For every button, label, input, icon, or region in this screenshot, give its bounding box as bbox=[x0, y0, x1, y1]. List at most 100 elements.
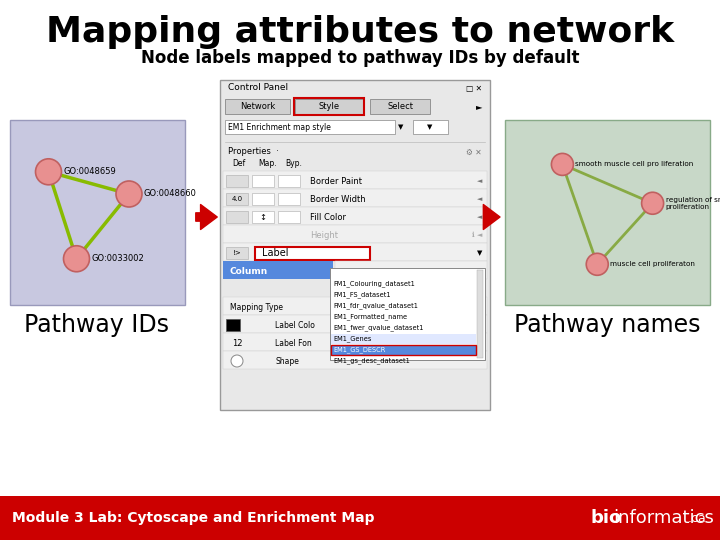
Bar bbox=[223, 189, 487, 207]
Bar bbox=[223, 333, 487, 351]
Bar bbox=[223, 297, 487, 315]
Text: FM1_Colouring_dataset1: FM1_Colouring_dataset1 bbox=[333, 280, 415, 287]
Text: ►: ► bbox=[475, 102, 482, 111]
Text: Pathway names: Pathway names bbox=[514, 313, 701, 337]
Text: ÷: ÷ bbox=[475, 267, 482, 275]
Text: Border Paint: Border Paint bbox=[310, 177, 362, 186]
Text: Label Colo: Label Colo bbox=[275, 321, 315, 329]
Text: 12: 12 bbox=[232, 339, 243, 348]
Bar bbox=[10, 120, 185, 305]
Bar bbox=[220, 80, 490, 410]
Text: Properties  ·: Properties · bbox=[228, 147, 279, 157]
Circle shape bbox=[35, 159, 61, 185]
Bar bbox=[278, 193, 300, 205]
Text: EM1_fwer_qvalue_dataset1: EM1_fwer_qvalue_dataset1 bbox=[333, 324, 423, 331]
Text: Network: Network bbox=[240, 102, 275, 111]
Bar bbox=[331, 345, 476, 355]
Bar bbox=[505, 120, 710, 305]
Bar bbox=[331, 334, 476, 344]
Bar bbox=[278, 175, 300, 187]
Bar bbox=[295, 99, 363, 114]
Bar bbox=[252, 211, 274, 223]
Bar bbox=[226, 211, 248, 223]
Bar bbox=[252, 175, 274, 187]
Text: Control Panel: Control Panel bbox=[228, 84, 288, 92]
Text: FM1_fdr_qvalue_dataset1: FM1_fdr_qvalue_dataset1 bbox=[333, 302, 418, 309]
Text: GO:0033002: GO:0033002 bbox=[91, 254, 144, 263]
Text: ▼: ▼ bbox=[477, 250, 482, 256]
Text: ◄: ◄ bbox=[477, 178, 482, 184]
Bar bbox=[255, 247, 370, 260]
Text: ◄: ◄ bbox=[477, 232, 482, 238]
Text: EM1 Enrichment map style: EM1 Enrichment map style bbox=[228, 123, 331, 132]
Bar bbox=[225, 99, 290, 114]
Text: ⚙ ✕: ⚙ ✕ bbox=[467, 147, 482, 157]
Text: Module 3 Lab: Cytoscape and Enrichment Map: Module 3 Lab: Cytoscape and Enrichment M… bbox=[12, 511, 374, 525]
Bar bbox=[226, 247, 248, 259]
Text: □ ✕: □ ✕ bbox=[466, 84, 482, 92]
Bar bbox=[278, 211, 300, 223]
Bar bbox=[226, 319, 240, 331]
Bar bbox=[226, 175, 248, 187]
Text: Column: Column bbox=[230, 267, 269, 275]
Text: GO:0048659: GO:0048659 bbox=[63, 167, 116, 176]
Text: Select: Select bbox=[387, 102, 413, 111]
Text: EM1_Genes: EM1_Genes bbox=[333, 335, 372, 342]
FancyArrowPatch shape bbox=[196, 205, 217, 230]
Bar bbox=[252, 193, 274, 205]
Text: Height: Height bbox=[310, 231, 338, 240]
Bar bbox=[370, 99, 430, 114]
Text: informatics: informatics bbox=[613, 509, 714, 527]
Text: Fill Color: Fill Color bbox=[310, 213, 346, 221]
Text: bio: bio bbox=[590, 509, 621, 527]
Text: Byp.: Byp. bbox=[285, 159, 302, 168]
Circle shape bbox=[116, 181, 142, 207]
Bar bbox=[223, 351, 487, 369]
Text: ◄: ◄ bbox=[477, 214, 482, 220]
Bar bbox=[223, 225, 487, 243]
Circle shape bbox=[231, 355, 243, 367]
Circle shape bbox=[642, 192, 664, 214]
Bar bbox=[223, 315, 487, 333]
Text: Node labels mapped to pathway IDs by default: Node labels mapped to pathway IDs by def… bbox=[140, 49, 580, 67]
Text: Shape: Shape bbox=[275, 356, 299, 366]
Text: regulation of smooth muscle call
proliferation: regulation of smooth muscle call prolife… bbox=[665, 197, 720, 210]
Text: FM1_FS_dataset1: FM1_FS_dataset1 bbox=[333, 291, 390, 298]
Bar bbox=[223, 207, 487, 225]
Bar bbox=[477, 270, 483, 358]
Text: ↕: ↕ bbox=[259, 213, 266, 221]
Text: Mapping attributes to network: Mapping attributes to network bbox=[46, 15, 674, 49]
Text: .ca: .ca bbox=[688, 511, 706, 524]
Bar bbox=[225, 120, 395, 134]
Text: Pathway IDs: Pathway IDs bbox=[24, 313, 169, 337]
Text: Label: Label bbox=[262, 248, 289, 258]
Bar bbox=[294, 98, 364, 115]
Text: 4.0: 4.0 bbox=[231, 196, 243, 202]
Text: ◄: ◄ bbox=[477, 196, 482, 202]
Text: Mapping Type: Mapping Type bbox=[230, 302, 283, 312]
Text: Border Width: Border Width bbox=[310, 194, 366, 204]
Text: Label Fon: Label Fon bbox=[275, 339, 312, 348]
Bar bbox=[226, 193, 248, 205]
Circle shape bbox=[586, 253, 608, 275]
Text: Map.: Map. bbox=[258, 159, 276, 168]
Bar bbox=[0, 496, 720, 540]
Text: Style: Style bbox=[318, 102, 340, 111]
Text: ▼: ▼ bbox=[398, 124, 403, 130]
Bar bbox=[223, 243, 487, 261]
FancyArrowPatch shape bbox=[483, 205, 500, 230]
Text: EM1_GS_DESCR: EM1_GS_DESCR bbox=[333, 346, 385, 353]
Text: !>: !> bbox=[233, 250, 241, 256]
Bar bbox=[223, 171, 487, 189]
Circle shape bbox=[552, 153, 573, 176]
Bar bbox=[413, 120, 448, 134]
Bar bbox=[223, 261, 333, 279]
Text: GO:0048660: GO:0048660 bbox=[144, 190, 197, 199]
Bar bbox=[335, 261, 487, 279]
Text: ℹ: ℹ bbox=[472, 232, 474, 238]
Text: muscle cell proliferaton: muscle cell proliferaton bbox=[611, 261, 695, 267]
Bar bbox=[330, 268, 485, 360]
Text: EM1_Formatted_name: EM1_Formatted_name bbox=[333, 313, 407, 320]
Text: smooth muscle cell pro liferation: smooth muscle cell pro liferation bbox=[575, 161, 693, 167]
Text: ▼: ▼ bbox=[427, 124, 433, 130]
